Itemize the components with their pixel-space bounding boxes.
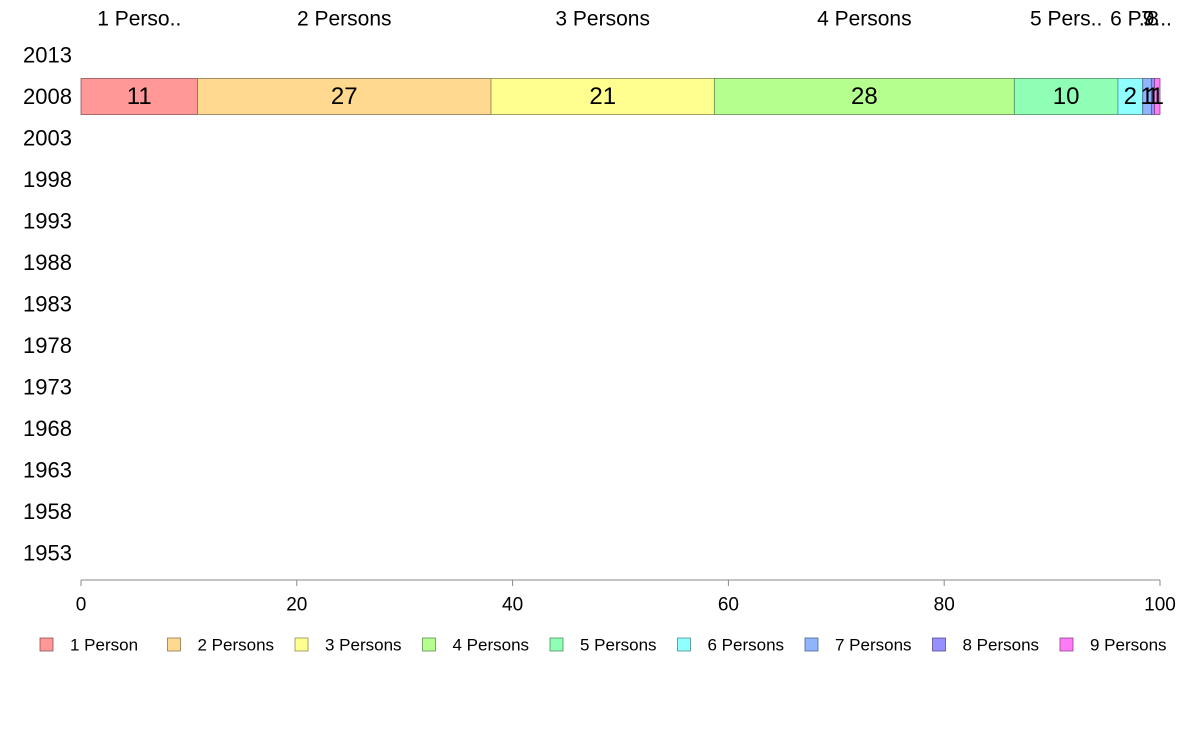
- y-axis: 2013 2008 2003 1998 1993 1988 1983 1978 1973 1968…: [23, 43, 72, 566]
- x-tick-label: 100: [1144, 595, 1176, 616]
- data-label: 11: [127, 83, 152, 110]
- bars: 11 27 21 28 10 2 111: [80, 78, 1164, 115]
- x-tick-label: 20: [286, 595, 307, 616]
- data-label: 2: [1124, 83, 1137, 110]
- segment-header-label: 7: [1141, 8, 1153, 31]
- legend-swatch: [549, 637, 564, 652]
- bar-segment: [490, 78, 715, 115]
- bar-segment: [80, 78, 198, 115]
- y-tick-label: 1958: [23, 499, 72, 524]
- y-tick-label: 2008: [23, 84, 72, 109]
- data-label: 1: [1151, 83, 1164, 110]
- legend-swatch: [294, 637, 309, 652]
- legend-label: 5 Persons: [580, 636, 657, 655]
- legend-label: 7 Persons: [835, 636, 912, 655]
- bar-segment: [1117, 78, 1144, 115]
- data-label: 21: [589, 83, 616, 110]
- segment-header-label: 9...: [1143, 8, 1172, 31]
- legend-label: 8 Persons: [963, 636, 1040, 655]
- y-tick-label: 1968: [23, 416, 72, 441]
- legend-label: 2 Persons: [198, 636, 275, 655]
- segment-header-label: 3 Persons: [555, 8, 650, 31]
- legend-swatch: [167, 637, 181, 652]
- y-tick-label: 1983: [23, 292, 72, 317]
- bar-segment: [1154, 78, 1161, 115]
- segment-header-label: 1 Perso..: [97, 8, 181, 31]
- y-tick-label: 1998: [23, 167, 72, 192]
- y-tick-label: 1953: [23, 541, 72, 566]
- segment-header-label: 8: [1147, 8, 1159, 31]
- legend-swatch: [804, 637, 819, 652]
- legend-label: 4 Persons: [453, 636, 530, 655]
- legend-swatch: [39, 637, 54, 652]
- legend-label: 3 Persons: [325, 636, 402, 655]
- legend-label: 6 Persons: [708, 636, 785, 655]
- data-label: 27: [331, 83, 358, 110]
- segment-header-label: 2 Persons: [297, 8, 392, 31]
- legend-swatch: [422, 637, 436, 652]
- y-tick-label: 1993: [23, 209, 72, 234]
- x-tick-label: 40: [502, 595, 523, 616]
- x-tick-label: 60: [718, 595, 739, 616]
- segment-header-label: 5 Pers..: [1030, 8, 1102, 31]
- data-label: 28: [851, 83, 878, 110]
- x-tick-label: 0: [76, 595, 87, 616]
- top-labels: 1 Perso.. 2 Persons 3 Persons 4 Persons 5 Pe…: [97, 8, 1172, 31]
- y-tick-label: 1988: [23, 250, 72, 275]
- y-tick-label: 1963: [23, 458, 72, 483]
- legend-swatch: [677, 637, 691, 652]
- y-tick-label: 2013: [23, 43, 72, 68]
- y-tick-label: 1973: [23, 375, 72, 400]
- legend: 1 Person 2 Persons 3 Persons 4 Persons 5 Per…: [39, 636, 1167, 655]
- legend-swatch: [932, 637, 946, 652]
- bar-segment: [713, 78, 1015, 115]
- segment-header-label: 4 Persons: [817, 8, 912, 31]
- y-tick-label: 2003: [23, 126, 72, 151]
- x-axis: 0 20 40 60 80 100: [76, 579, 1176, 616]
- segment-header-label: 6 P..: [1110, 8, 1150, 31]
- data-label: 10: [1053, 83, 1080, 110]
- legend-label: 9 Persons: [1090, 636, 1167, 655]
- legend-label: 1 Person: [70, 636, 138, 655]
- legend-swatch: [1059, 637, 1074, 652]
- x-tick-label: 80: [934, 595, 955, 616]
- data-label: 1: [1140, 83, 1153, 110]
- y-tick-label: 1978: [23, 333, 72, 358]
